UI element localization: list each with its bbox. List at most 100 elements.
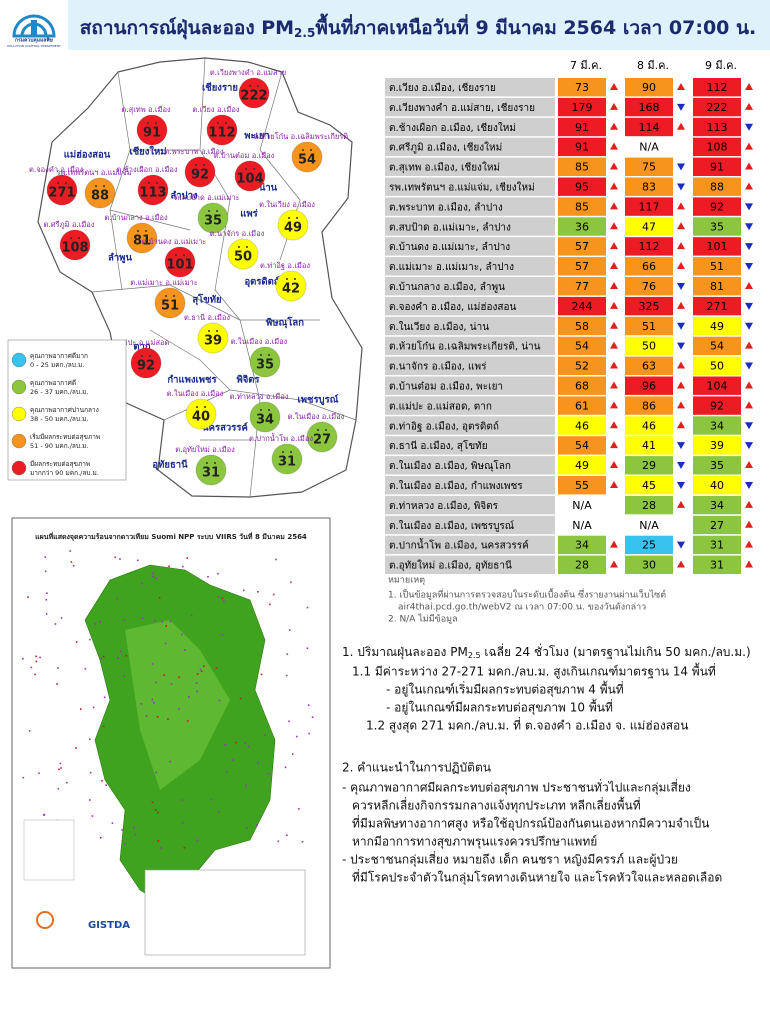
hotspot (38, 772, 40, 775)
hotspot (141, 582, 143, 585)
value-cell (693, 137, 741, 157)
value-text: N/A (572, 519, 592, 532)
trend-arrow-up (677, 421, 685, 429)
value-cell (625, 436, 673, 455)
hotspot (170, 683, 173, 685)
bubble-eye (260, 354, 262, 356)
trend-arrow-down (677, 541, 685, 549)
trend-arrow-up (677, 82, 685, 90)
hotspot (178, 708, 180, 710)
station-label: ต.ในเมือง อ.เมือง (167, 389, 224, 398)
trend-arrow-up (677, 361, 685, 369)
value-text: 47 (642, 220, 656, 233)
trend-arrow-up (677, 401, 685, 409)
hotspot (221, 634, 224, 636)
value-cell (558, 356, 606, 375)
station-value: 271 (48, 186, 75, 201)
station-name: ต.ในเวียง อ.เมือง, น่าน (389, 321, 489, 333)
value-text: 49 (710, 320, 724, 333)
hotspot (181, 633, 183, 636)
trend-arrow-up (745, 500, 753, 508)
station-label: ต.ช้างเผือก อ.เมือง (116, 165, 178, 174)
note-line: air4thai.pcd.go.th/webV2 ณ เวลา 07:00 น.… (398, 603, 646, 613)
value-text: 41 (642, 439, 656, 452)
station-label: ต.ห้วยโก๋น อ.เฉลิมพระเกียรติ (254, 132, 349, 141)
value-cell (558, 495, 606, 515)
province-name: พิษณุโลก (266, 317, 304, 329)
station-cell (385, 296, 555, 316)
station-value: 112 (208, 126, 235, 141)
hotspot (105, 784, 107, 786)
station-label: ต.ธานี อ.เมือง (184, 313, 230, 322)
station-value: 50 (234, 250, 252, 265)
hotspot (43, 814, 45, 816)
title-part: พื้นที่ภาคเหนือวันที่ 9 มีนาคม 2564 เวลา… (315, 13, 756, 39)
station-name: ต.สุเทพ อ.เมือง, เชียงใหม่ (389, 162, 500, 174)
trend-arrow-up (610, 162, 618, 170)
value-cell (625, 515, 673, 535)
station-name: ต.บ้านดง อ.แม่เมาะ, ลำปาง (389, 241, 510, 253)
bubble-eye (216, 210, 218, 212)
trend-arrow-down (745, 442, 753, 450)
summary-heading: 1. ปริมาณฝุ่นละออง PM2.5 เฉลี่ย 24 ชั่วโ… (342, 643, 751, 660)
hotspot (59, 762, 62, 765)
station-label: ต.นาจักร อ.เมือง (210, 229, 265, 238)
station-name: ต.ในเมือง อ.เมือง, พิษณุโลก (389, 459, 511, 472)
bubble-eye (147, 122, 149, 124)
hotspot (311, 716, 314, 719)
value-text: 101 (707, 240, 728, 253)
hotspot (196, 839, 199, 842)
station-label: ต.แม่ปะ อ.แม่สอด (111, 338, 170, 347)
value-text: 168 (639, 101, 660, 114)
value-cell (693, 177, 741, 196)
hotspot (116, 597, 118, 600)
legend-swatch (11, 406, 27, 422)
summary: 1.1 มีค่าระหว่าง 27-271 มคก./ลบ.ม. สูงเก… (342, 663, 722, 886)
hotspot (70, 561, 73, 563)
station-label: ต.ในเวียง อ.เมือง (259, 200, 315, 209)
trend-arrow-up (677, 381, 685, 389)
hotspot (66, 781, 68, 784)
trend-arrow-down (677, 442, 685, 450)
value-cell (625, 97, 673, 117)
hotspot (269, 603, 271, 606)
legend-range: 0 - 25 มคก./ลบ.ม. (30, 361, 84, 369)
hotspot (89, 771, 92, 774)
bubble-eye (173, 295, 175, 297)
station-value: 81 (133, 234, 151, 249)
province-name: ลำพูน (108, 253, 132, 265)
hotspot (123, 619, 126, 622)
bubble-eye (206, 462, 208, 464)
station-label: ต.เวียง อ.เมือง (192, 105, 239, 114)
value-cell (625, 177, 673, 196)
station-label: ต.แม่เมาะ อ.แม่เมาะ (130, 278, 198, 287)
summary-part: เฉลี่ย 24 ชั่วโมง (มาตรฐานไม่เกิน 50 มคก… (481, 643, 751, 659)
station-bubble (249, 346, 281, 378)
hotspot (58, 768, 60, 771)
hotspot (165, 625, 168, 627)
value-text: 222 (707, 101, 728, 114)
hotspot (291, 753, 294, 755)
station-name: ต.บ้านต๋อม อ.เมือง, พะเยา (389, 380, 503, 392)
hotspot (256, 824, 258, 827)
hotspot (245, 784, 247, 787)
station-value: 113 (139, 186, 166, 201)
legend-label: คุณภาพอากาศดีมาก (30, 352, 88, 360)
province-name: สุโขทัย (192, 294, 221, 306)
hotspot (218, 699, 221, 702)
trend-arrow-up (677, 242, 685, 250)
province-name: พะเยา (244, 131, 270, 142)
trend-arrow-up (610, 262, 618, 270)
hotspot (181, 799, 183, 801)
value-cell (693, 217, 741, 236)
hotspot (155, 681, 157, 684)
station-bubble (234, 160, 266, 192)
station-label: ต.อุทัยใหม่ อ.เมือง (175, 445, 235, 454)
value-text: 61 (575, 399, 589, 412)
trend-arrow-up (677, 222, 685, 230)
hotspot (56, 683, 58, 685)
value-cell (693, 117, 741, 137)
advice-line: ที่มีโรคประจำตัวในกลุ่มโรคทางเดินหายใจ แ… (352, 869, 722, 886)
station-cell (385, 356, 555, 375)
value-text: 30 (642, 559, 656, 572)
